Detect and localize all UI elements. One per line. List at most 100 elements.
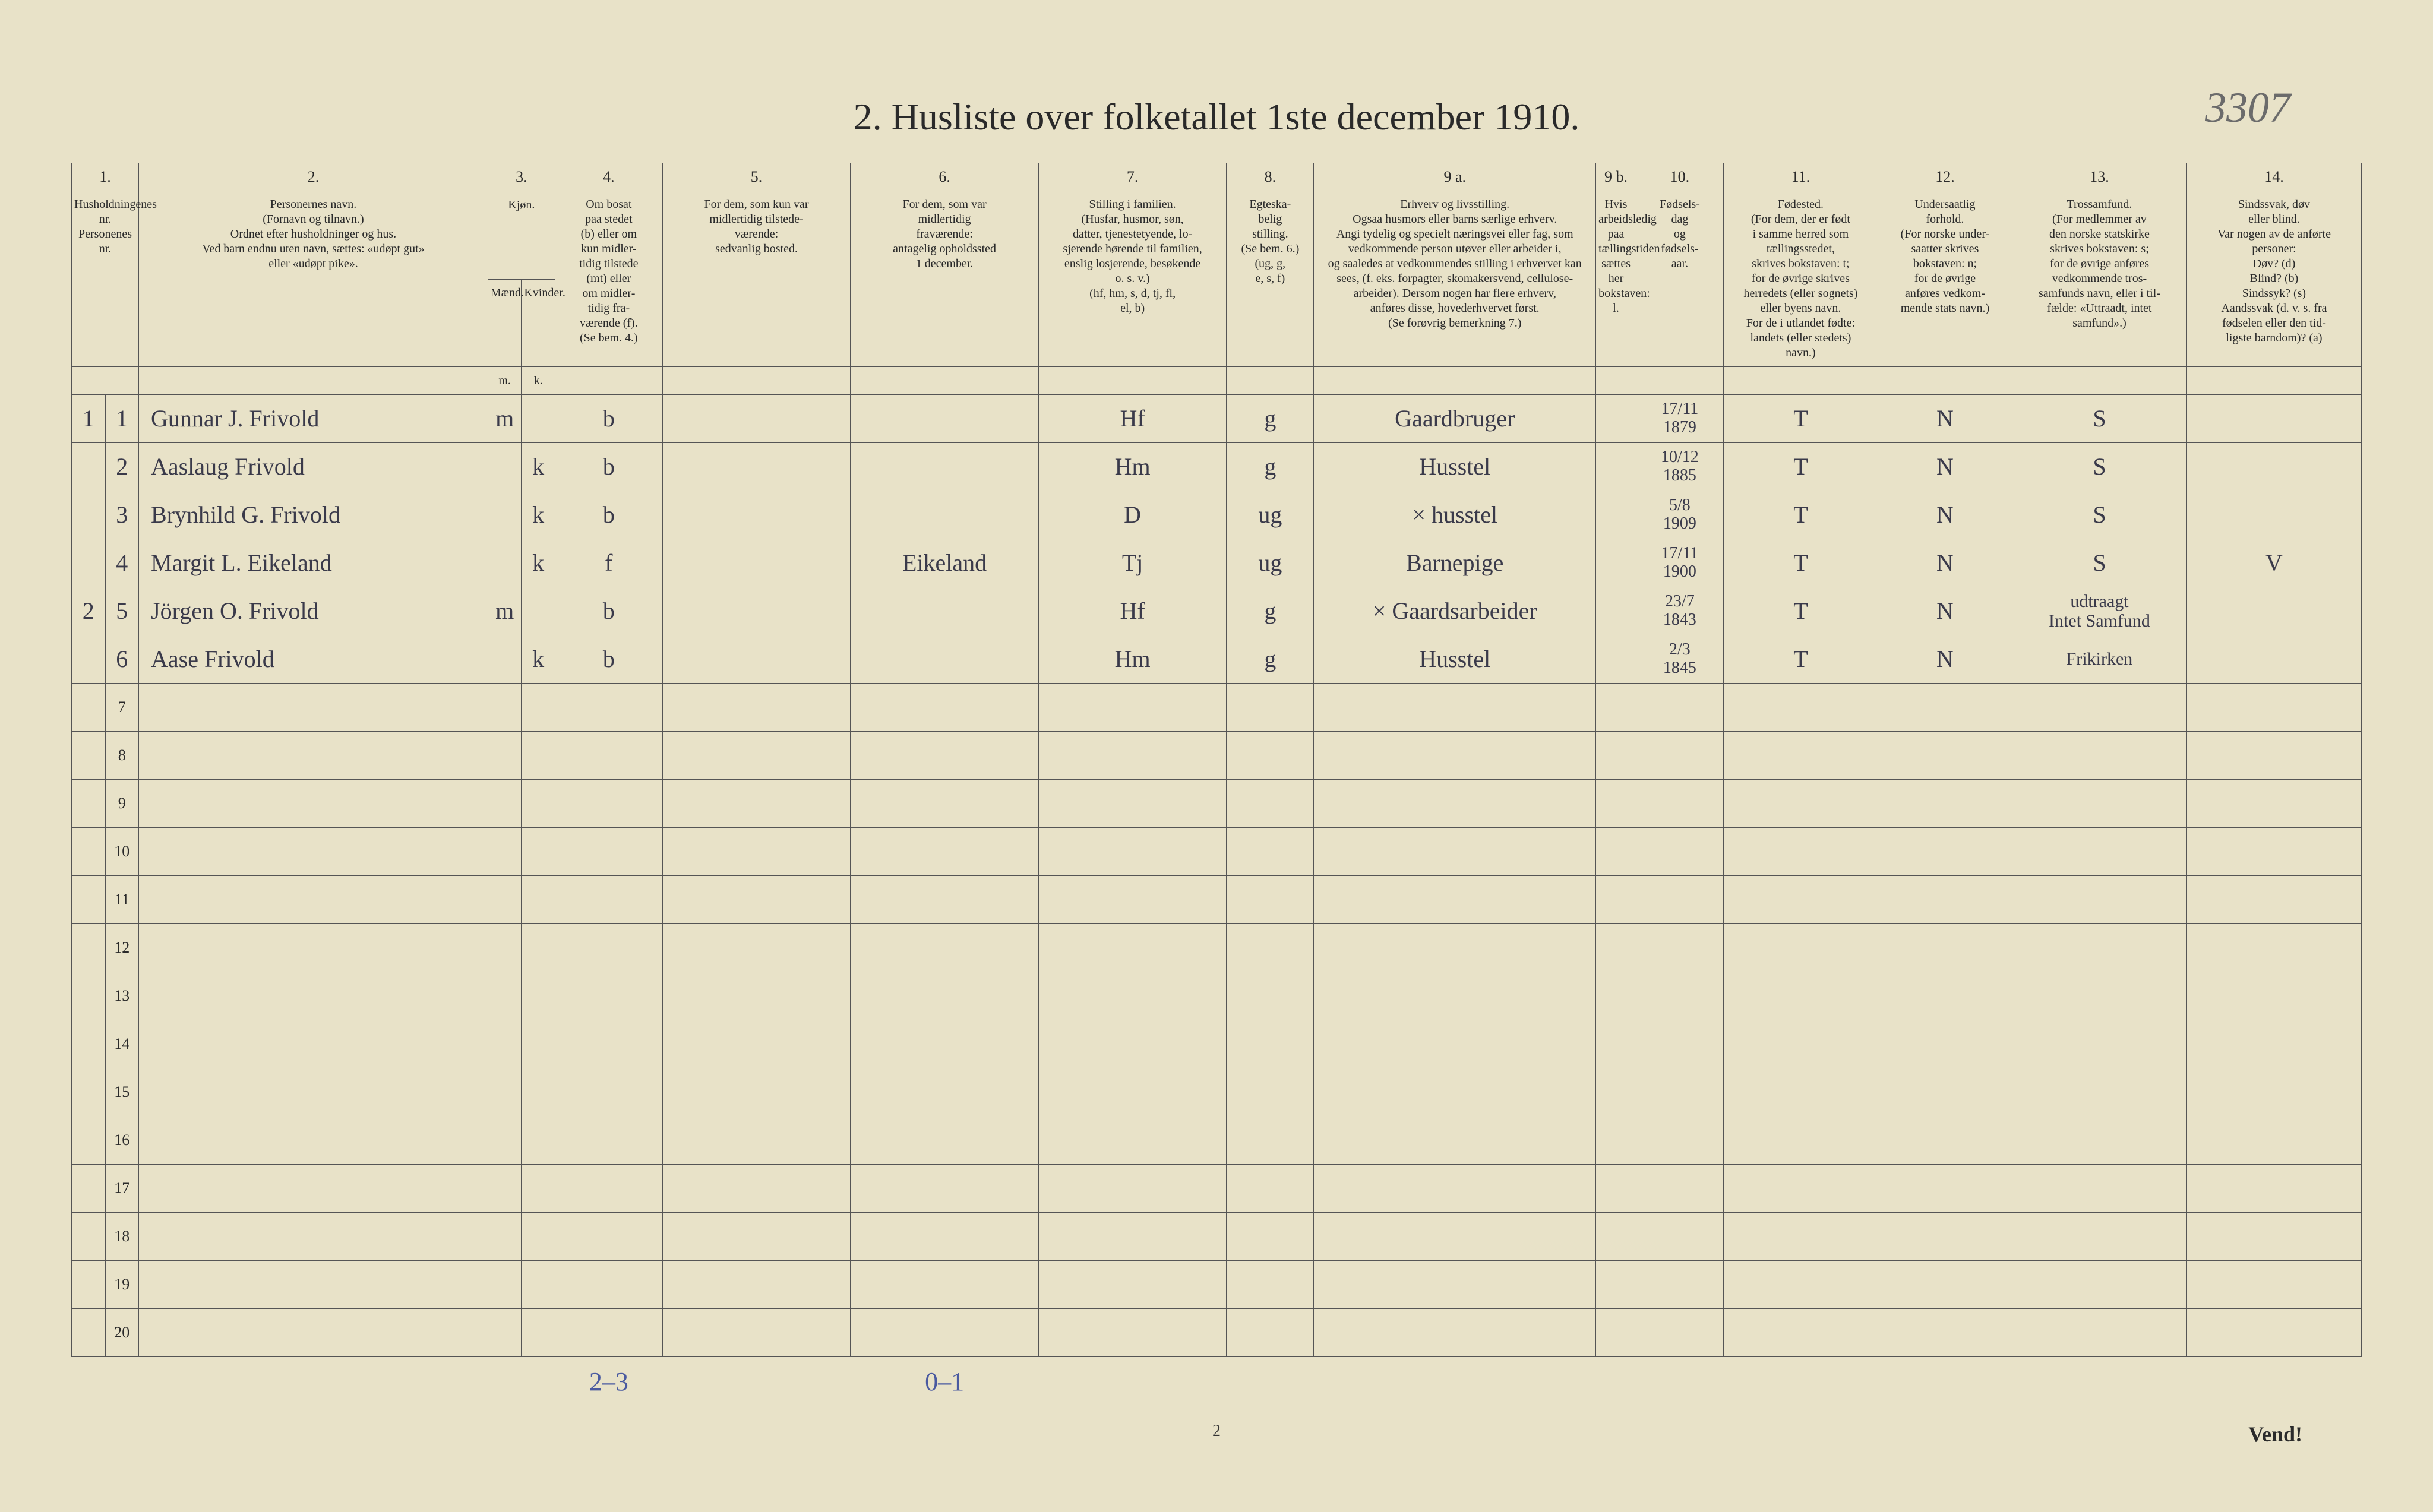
cell-hh <box>72 875 106 923</box>
cell-k <box>522 394 555 442</box>
cell-pn: 4 <box>105 539 139 587</box>
cell-fam <box>1038 1164 1227 1212</box>
header-row: Husholdningenes nr. Personenes nr. Perso… <box>72 191 2362 280</box>
cell-abs <box>851 972 1039 1020</box>
cell-usual <box>662 491 851 539</box>
cell-fam <box>1038 779 1227 827</box>
cell-m <box>488 779 522 827</box>
cell-res <box>555 1308 662 1356</box>
cell-rel <box>2012 1260 2187 1308</box>
cell-nat <box>1878 1164 2012 1212</box>
cell-hh <box>72 827 106 875</box>
table-row: 2Aaslaug FrivoldkbHmgHusstel10/12 1885TN… <box>72 442 2362 491</box>
cell-b9 <box>1596 1260 1636 1308</box>
cell-pn: 20 <box>105 1308 139 1356</box>
cell-k: k <box>522 491 555 539</box>
cell-birth: 10/12 1885 <box>1636 442 1723 491</box>
cell-bplace <box>1723 923 1878 972</box>
cell-b9 <box>1596 972 1636 1020</box>
cell-mar: g <box>1227 635 1314 683</box>
cell-usual <box>662 683 851 731</box>
cell-bplace <box>1723 1260 1878 1308</box>
cell-abs <box>851 587 1039 635</box>
cell-rel: udtraagt Intet Samfund <box>2012 587 2187 635</box>
foot-mid: 0–1 <box>851 1356 1039 1399</box>
cell-usual <box>662 1068 851 1116</box>
cell-birth <box>1636 683 1723 731</box>
cell-birth <box>1636 875 1723 923</box>
cell-k <box>522 1260 555 1308</box>
cell-res <box>555 923 662 972</box>
cell-birth: 5/8 1909 <box>1636 491 1723 539</box>
cell-dis <box>2186 1020 2361 1068</box>
cell-usual <box>662 1164 851 1212</box>
cell-occ <box>1314 1260 1596 1308</box>
cell-rel <box>2012 1308 2187 1356</box>
cell-rel <box>2012 875 2187 923</box>
cell-abs <box>851 1212 1039 1260</box>
cell-k <box>522 1116 555 1164</box>
cell-b9 <box>1596 635 1636 683</box>
hdr-9a: Erhverv og livsstilling. Ogsaa husmors e… <box>1314 191 1596 366</box>
cell-dis <box>2186 1260 2361 1308</box>
hdr-8: Egteska- belig stilling. (Se bem. 6.) (u… <box>1227 191 1314 366</box>
cell-nat <box>1878 1020 2012 1068</box>
mk-b6 <box>1038 366 1227 394</box>
vend-text: Vend! <box>2248 1422 2302 1447</box>
table-row-empty: 19 <box>72 1260 2362 1308</box>
cell-dis <box>2186 1116 2361 1164</box>
cell-mar: g <box>1227 394 1314 442</box>
cell-occ <box>1314 1308 1596 1356</box>
cell-hh <box>72 1020 106 1068</box>
footer-page-number: 2 <box>1212 1422 1221 1441</box>
mk-b7 <box>1227 366 1314 394</box>
colnum-2: 2. <box>139 163 488 191</box>
hdr-11: Fødested. (For dem, der er født i samme … <box>1723 191 1878 366</box>
cell-res: b <box>555 587 662 635</box>
cell-dis <box>2186 635 2361 683</box>
colnum-1: 1. <box>72 163 139 191</box>
cell-name: Margit L. Eikeland <box>139 539 488 587</box>
cell-abs <box>851 683 1039 731</box>
cell-fam <box>1038 1260 1227 1308</box>
cell-res <box>555 1260 662 1308</box>
hdr-6: For dem, som var midlertidig fraværende:… <box>851 191 1039 366</box>
colnum-3: 3. <box>488 163 555 191</box>
cell-k <box>522 875 555 923</box>
cell-name <box>139 827 488 875</box>
cell-occ <box>1314 1068 1596 1116</box>
cell-mar: g <box>1227 587 1314 635</box>
cell-res <box>555 731 662 779</box>
colnum-9b: 9 b. <box>1596 163 1636 191</box>
colnum-13: 13. <box>2012 163 2187 191</box>
cell-dis <box>2186 875 2361 923</box>
cell-abs <box>851 1308 1039 1356</box>
cell-dis <box>2186 683 2361 731</box>
cell-occ: Husstel <box>1314 442 1596 491</box>
cell-hh <box>72 731 106 779</box>
cell-rel: S <box>2012 394 2187 442</box>
cell-rel: S <box>2012 539 2187 587</box>
cell-rel: S <box>2012 442 2187 491</box>
cell-rel <box>2012 1116 2187 1164</box>
cell-fam <box>1038 827 1227 875</box>
cell-m <box>488 442 522 491</box>
cell-nat: N <box>1878 539 2012 587</box>
cell-abs <box>851 875 1039 923</box>
cell-b9 <box>1596 1164 1636 1212</box>
cell-m <box>488 827 522 875</box>
cell-nat <box>1878 731 2012 779</box>
cell-name <box>139 683 488 731</box>
hdr-13: Trossamfund. (For medlemmer av den norsk… <box>2012 191 2187 366</box>
hdr-1: Husholdningenes nr. Personenes nr. <box>72 191 139 366</box>
cell-usual <box>662 539 851 587</box>
cell-bplace: T <box>1723 635 1878 683</box>
cell-bplace: T <box>1723 491 1878 539</box>
cell-k <box>522 972 555 1020</box>
cell-b9 <box>1596 731 1636 779</box>
cell-m <box>488 539 522 587</box>
cell-pn: 19 <box>105 1260 139 1308</box>
cell-name <box>139 1068 488 1116</box>
cell-dis <box>2186 1068 2361 1116</box>
cell-nat <box>1878 923 2012 972</box>
